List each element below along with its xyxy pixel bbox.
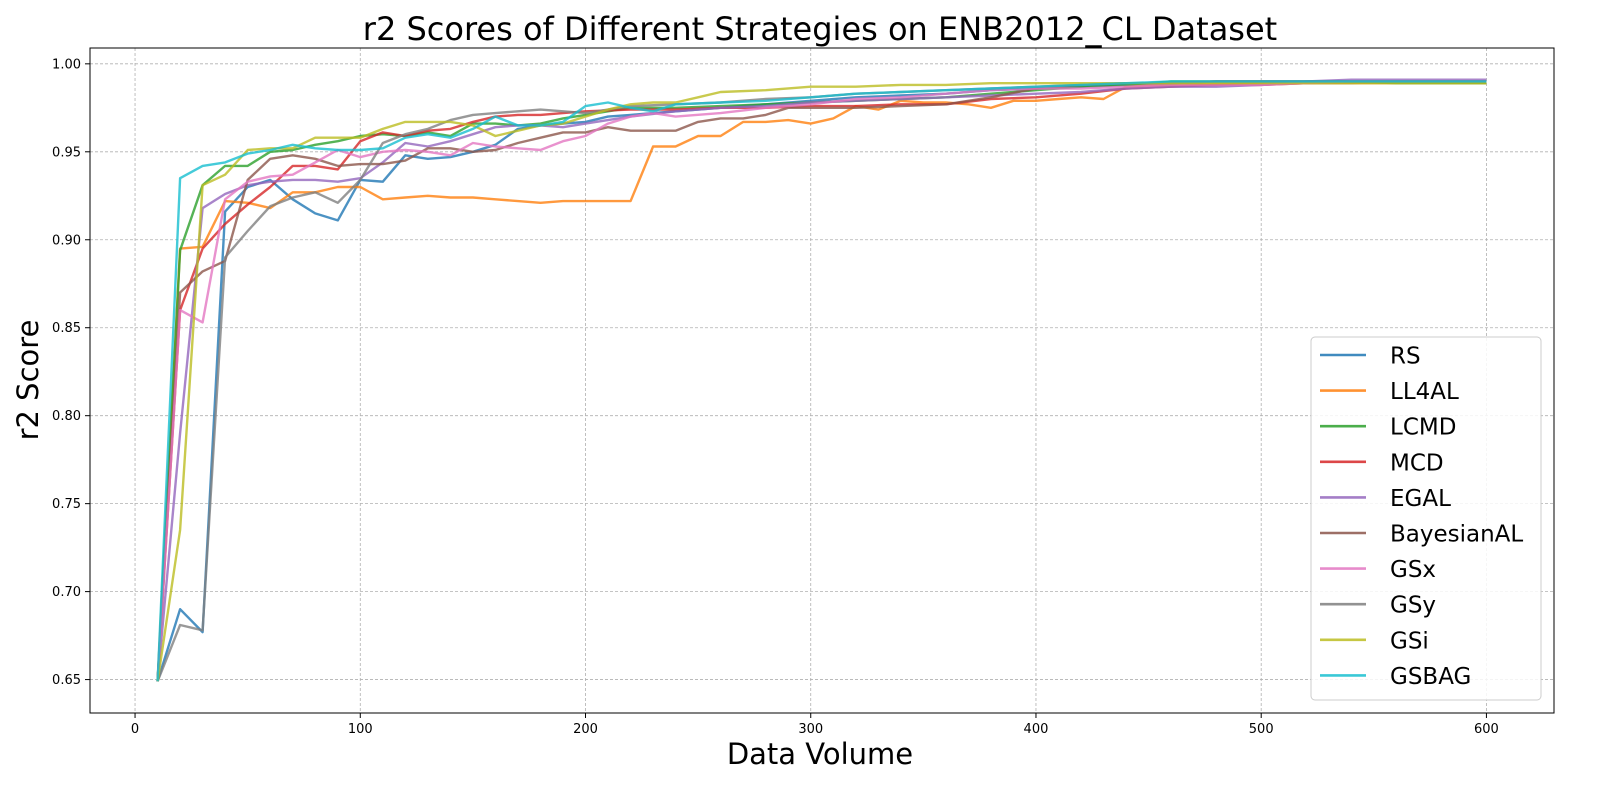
- x-tick-label: 100: [348, 722, 373, 737]
- series-line-egal: [156, 78, 1487, 682]
- legend-label-gsy: GSy: [1390, 593, 1436, 619]
- legend-label-ll4al: LL4AL: [1390, 379, 1459, 405]
- x-tick-label: 300: [798, 722, 823, 737]
- chart-title: r2 Scores of Different Strategies on ENB…: [363, 10, 1277, 48]
- series-line-gsx: [156, 80, 1487, 682]
- y-tick-label: 0.80: [52, 409, 81, 424]
- x-tick-label: 500: [1249, 722, 1274, 737]
- x-tick-label: 0: [131, 722, 139, 737]
- legend-label-rs: RS: [1390, 344, 1421, 370]
- series-line-gsbag: [156, 80, 1487, 682]
- plot-frame: [89, 47, 1555, 714]
- y-tick-label: 0.90: [52, 233, 81, 248]
- series-line-ll4al: [156, 81, 1487, 682]
- y-tick-label: 0.85: [52, 321, 81, 336]
- legend-label-mcd: MCD: [1390, 450, 1444, 476]
- legend-label-lcmd: LCMD: [1390, 415, 1456, 441]
- legend: RS LL4AL LCMD MCD EGAL BayesianAL GSx GSy GSi GSB…: [1310, 336, 1542, 701]
- y-tick-label: 0.65: [52, 673, 81, 688]
- y-tick-label: 0.95: [52, 145, 81, 160]
- legend-label-gsbag: GSBAG: [1390, 664, 1471, 690]
- x-tick-label: 600: [1474, 722, 1499, 737]
- x-axis-ticks: 0 100 200 300 400 500 600: [131, 713, 1499, 737]
- legend-box: [1310, 336, 1542, 701]
- y-axis-label: r2 Score: [11, 320, 45, 441]
- y-tick-label: 0.70: [52, 585, 81, 600]
- legend-label-gsx: GSx: [1390, 557, 1436, 583]
- y-tick-label: 0.75: [52, 497, 81, 512]
- legend-label-egal: EGAL: [1390, 486, 1451, 512]
- series-lines: [156, 78, 1487, 682]
- legend-label-gsi: GSi: [1390, 628, 1429, 654]
- x-tick-label: 400: [1024, 722, 1049, 737]
- x-axis-label: Data Volume: [727, 737, 913, 771]
- series-line-gsi: [156, 81, 1487, 682]
- y-tick-label: 1.00: [52, 57, 81, 72]
- x-tick-label: 200: [573, 722, 598, 737]
- y-axis-ticks: 0.65 0.70 0.75 0.80 0.85 0.90 0.95 1.00: [52, 57, 90, 688]
- legend-label-bayesianal: BayesianAL: [1390, 522, 1523, 548]
